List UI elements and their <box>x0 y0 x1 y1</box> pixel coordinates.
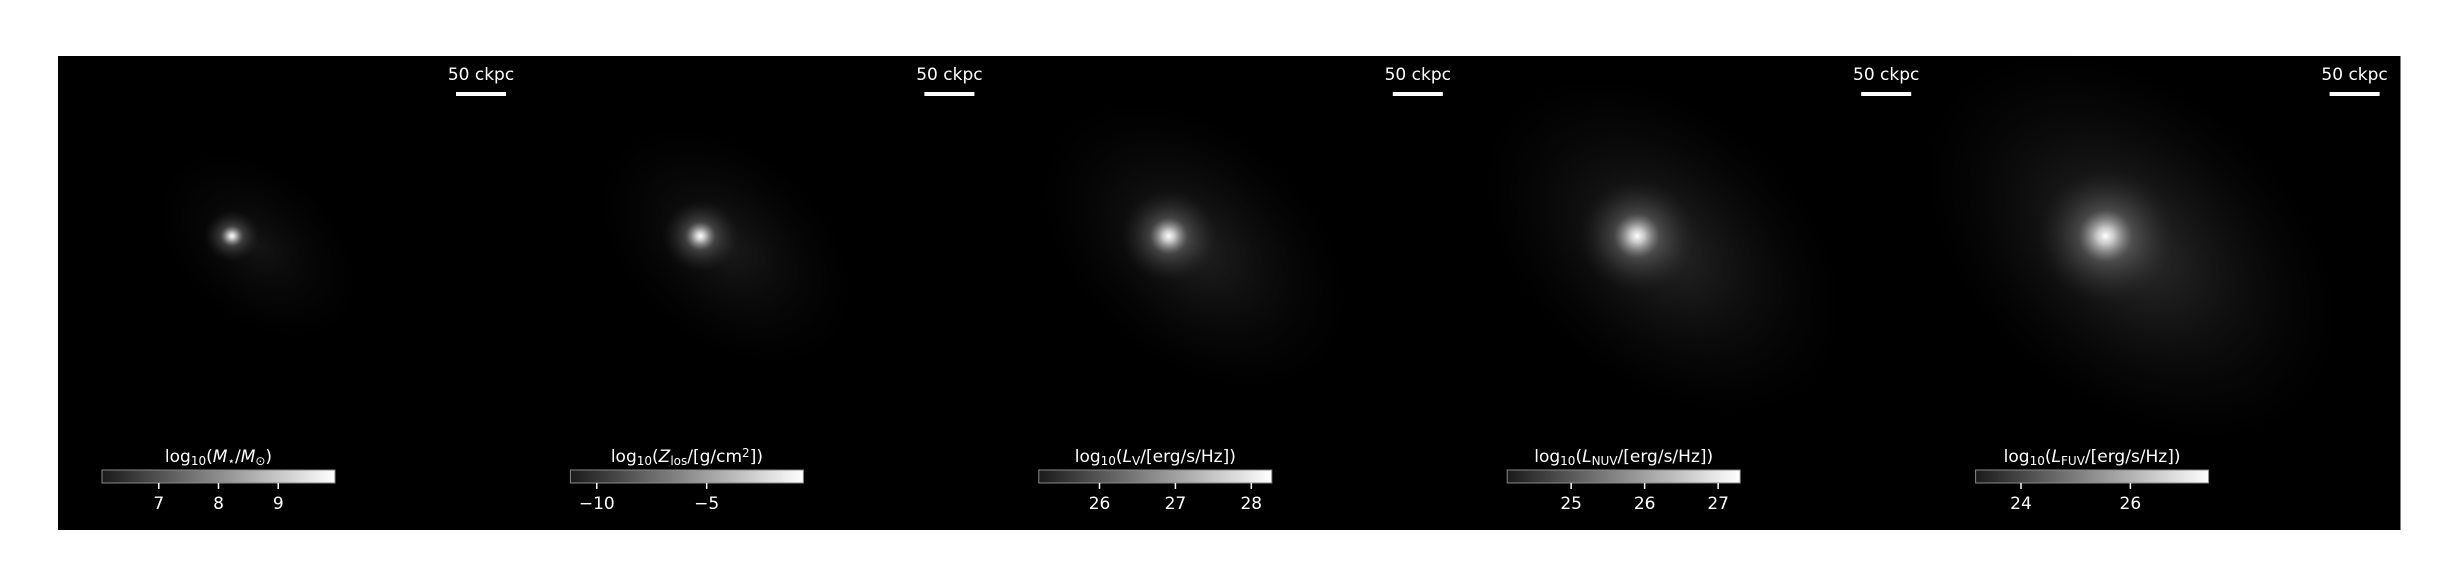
colorbar-tick-label: 9 <box>273 494 284 514</box>
label-part: / <box>235 447 241 467</box>
label-part: V <box>1132 454 1141 468</box>
colorbar <box>1038 469 1273 484</box>
colorbar-tick-label: 26 <box>1634 494 1656 514</box>
panel: 50 ckpc log10(LV/[erg/s/Hz]) 26 27 28 <box>994 56 1464 530</box>
label-part: L <box>2052 447 2061 467</box>
label-part: /[g/cm <box>687 447 742 467</box>
scale-label: 50 ckpc <box>448 65 514 85</box>
galaxy-core <box>204 210 260 262</box>
galaxy-core <box>1120 190 1217 282</box>
label-part: /[erg/s/Hz]) <box>2085 447 2181 467</box>
label-part: ( <box>2045 447 2052 467</box>
label-part: 10 <box>637 454 652 468</box>
label-part: log <box>611 447 637 467</box>
label-part: los <box>670 454 687 468</box>
colorbar-tick-label: 28 <box>1240 494 1262 514</box>
colorbar-tick-label: −5 <box>694 494 719 514</box>
label-part: log <box>1534 447 1560 467</box>
scale-label: 50 ckpc <box>1385 65 1451 85</box>
label-part: M <box>241 447 256 467</box>
colorbar-label: log10(Zlos/[g/cm2]) <box>611 446 763 468</box>
label-part: log <box>2004 447 2030 467</box>
label-part: 10 <box>1101 454 1116 468</box>
colorbar <box>101 469 336 484</box>
label-part: ( <box>652 447 659 467</box>
colorbar-label: log10(LNUV/[erg/s/Hz]) <box>1534 447 1713 468</box>
label-part: L <box>1582 447 1591 467</box>
label-part: ) <box>265 447 272 467</box>
scale-label: 50 ckpc <box>1853 65 1919 85</box>
colorbar-tick-label: 25 <box>1560 494 1582 514</box>
label-part: /[erg/s/Hz]) <box>1618 447 1714 467</box>
colorbar-label: log10(LFUV/[erg/s/Hz]) <box>2004 447 2181 468</box>
colorbar-tick-label: 24 <box>2010 494 2032 514</box>
label-part: ( <box>1575 447 1582 467</box>
colorbar <box>569 469 804 484</box>
panel: 50 ckpc log10(Zlos/[g/cm2]) −10 −5 <box>526 56 996 530</box>
label-part: NUV <box>1592 454 1619 468</box>
label-part: Z <box>658 447 671 467</box>
galaxy-core <box>2037 170 2174 302</box>
label-part: log <box>165 447 191 467</box>
label-part: FUV <box>2061 454 2086 468</box>
label-part: ⋆ <box>227 454 235 468</box>
panel: 50 ckpc log10(LFUV/[erg/s/Hz]) 24 26 <box>1920 48 2401 530</box>
label-part: 10 <box>1560 454 1575 468</box>
colorbar-tick-label: 26 <box>2120 494 2142 514</box>
label-part: L <box>1123 447 1132 467</box>
colorbar-label: log10(M⋆/M⊙) <box>165 447 272 468</box>
colorbar-tick-label: 26 <box>1089 494 1111 514</box>
label-part: 2 <box>742 446 750 460</box>
colorbar <box>1975 469 2210 484</box>
colorbar-tick-label: −10 <box>579 494 615 514</box>
label-part: ]) <box>750 447 763 467</box>
panel: 50 ckpc log10(LNUV/[erg/s/Hz]) 25 26 27 <box>1463 56 1933 530</box>
galaxy-halo <box>152 147 364 345</box>
scale-label: 50 ckpc <box>2321 65 2387 85</box>
colorbar-label: log10(LV/[erg/s/Hz]) <box>1075 447 1236 468</box>
colorbar-tick-label: 7 <box>153 494 164 514</box>
label-part: ⊙ <box>255 454 265 468</box>
label-part: /[erg/s/Hz]) <box>1140 447 1236 467</box>
label-part: ( <box>1116 447 1123 467</box>
scale-label: 50 ckpc <box>916 65 982 85</box>
galaxy-core <box>1579 180 1696 292</box>
colorbar-tick-label: 27 <box>1707 494 1729 514</box>
galaxy-core <box>662 200 739 272</box>
colorbar-tick-label: 27 <box>1165 494 1187 514</box>
colorbar <box>1506 469 1741 484</box>
label-part: 10 <box>2030 454 2045 468</box>
label-part: 10 <box>191 454 206 468</box>
label-part: ( <box>206 447 213 467</box>
label-part: M <box>213 447 228 467</box>
label-part: log <box>1075 447 1101 467</box>
colorbar-tick-label: 8 <box>213 494 224 514</box>
